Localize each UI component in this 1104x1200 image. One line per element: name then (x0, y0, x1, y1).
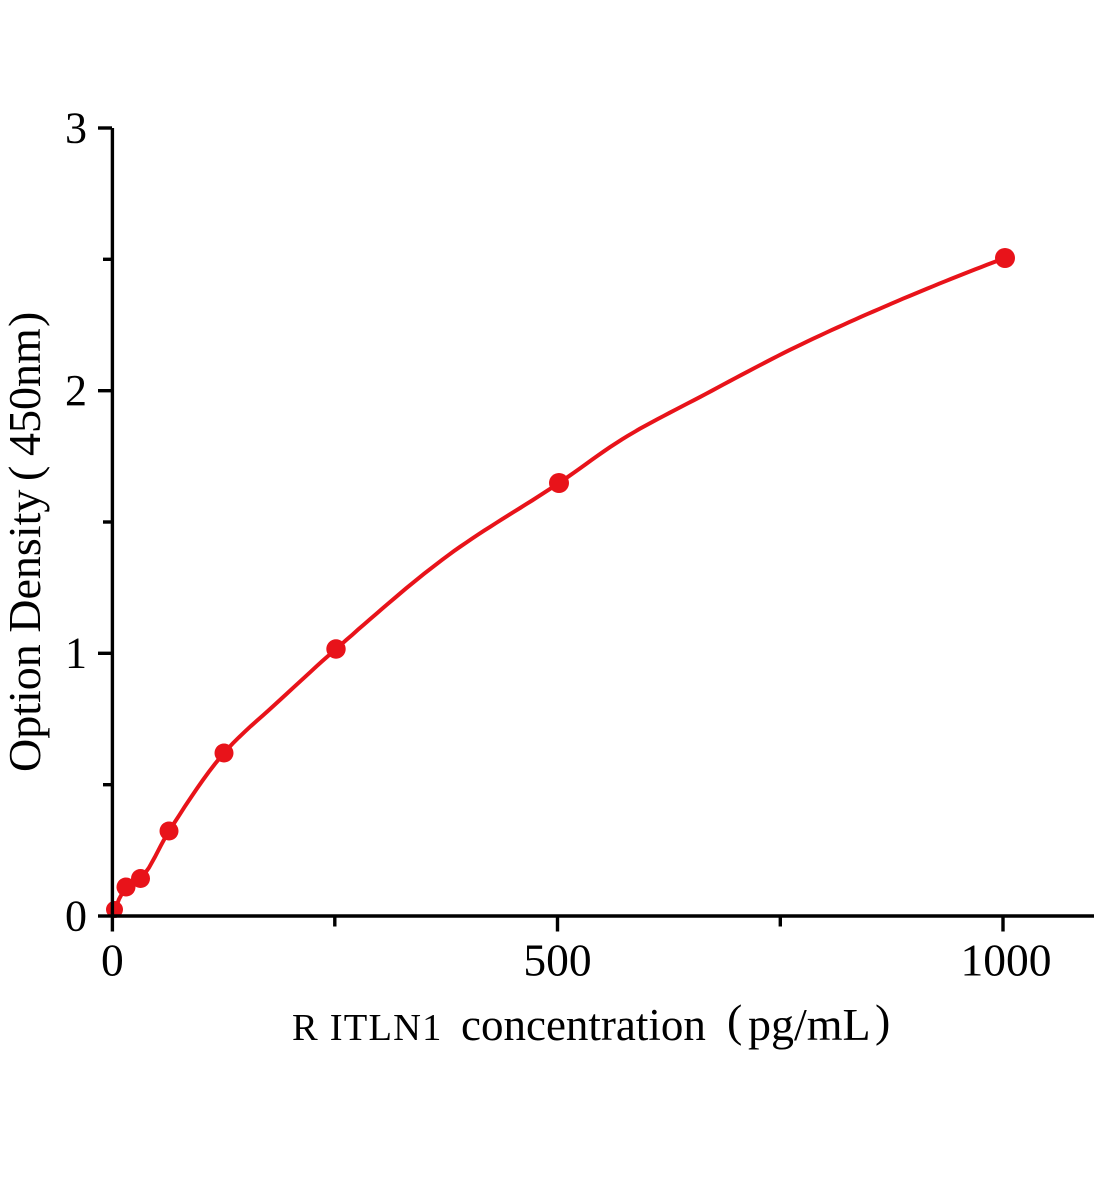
svg-text:): ) (875, 995, 890, 1046)
svg-text:0: 0 (65, 891, 87, 940)
svg-text:(: ( (0, 466, 50, 481)
svg-text:0: 0 (101, 935, 124, 986)
svg-text:Option Density: Option Density (0, 490, 50, 772)
svg-text:2: 2 (65, 366, 87, 415)
svg-text:(: ( (727, 995, 742, 1046)
svg-text:1000: 1000 (961, 935, 1052, 986)
svg-text:): ) (0, 312, 50, 327)
svg-text:450nm: 450nm (0, 328, 50, 456)
svg-text:500: 500 (523, 935, 591, 986)
svg-text:R ITLN1: R ITLN1 (292, 1007, 443, 1049)
svg-text:1: 1 (65, 629, 87, 678)
svg-text:3: 3 (65, 103, 87, 152)
svg-text:pg/mL: pg/mL (748, 999, 871, 1050)
svg-text:concentration: concentration (461, 1000, 706, 1050)
